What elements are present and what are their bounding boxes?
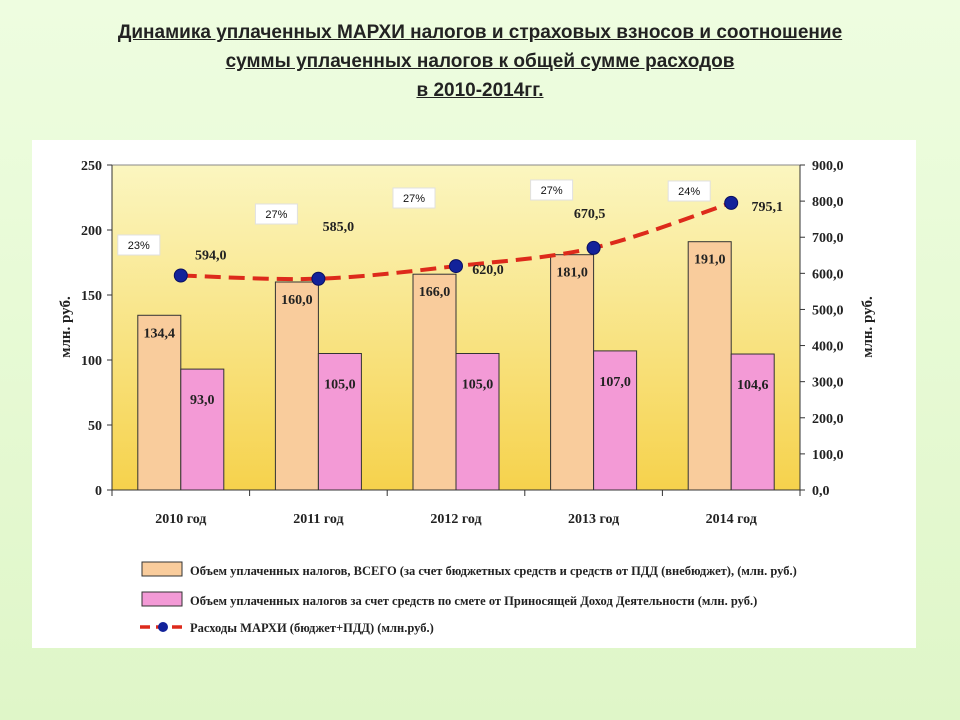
right-tick-label: 200,0 [812,412,844,427]
line-point [311,271,326,286]
bar-pdd-label: 105,0 [462,378,494,393]
right-tick-label: 400,0 [812,340,844,355]
legend-marker [158,622,168,632]
right-tick-label: 500,0 [812,303,844,318]
line-point-label: 585,0 [323,220,355,235]
bar-pdd [593,350,638,491]
bar-pdd-label: 107,0 [599,375,631,390]
percent-label: 27% [403,193,425,205]
line-point-label: 620,0 [472,263,504,278]
bar-pdd [730,353,775,491]
percent-box [667,180,711,202]
line-point [586,240,601,255]
y-axis-label: млн. руб. [58,296,74,358]
bar-pdd-label: 93,0 [190,393,215,408]
right-tick-label: 100,0 [812,448,844,463]
left-tick-label: 200 [81,224,102,239]
title-line-1: Динамика уплаченных МАРХИ налогов и стра… [117,22,843,43]
left-tick-label: 250 [81,159,102,174]
right-tick-label: 900,0 [812,159,844,174]
x-tick-label: 2012 год [430,512,481,527]
bar-total-label: 191,0 [694,253,726,268]
right-tick-label: 600,0 [812,267,844,282]
y2-axis-label: млн. руб. [860,296,876,358]
legend-swatch-total [141,561,183,577]
bar-total-label: 134,4 [144,326,176,341]
line-point [724,195,739,210]
x-tick-label: 2010 год [155,512,206,527]
percent-box [254,203,298,225]
left-tick-label: 50 [88,419,102,434]
bar-pdd-label: 105,0 [324,378,356,393]
percent-label: 27% [265,209,287,221]
legend-label-line: Расходы МАРХИ (бюджет+ПДД) (млн.руб.) [190,621,434,635]
percent-box [530,179,574,201]
right-tick-label: 0,0 [812,484,830,499]
legend-label-total: Объем уплаченных налогов, ВСЕГО (за счет… [190,564,797,578]
bar-pdd [455,353,500,491]
title-line-3: в 2010-2014гг. [416,80,544,101]
x-tick-label: 2014 год [706,512,757,527]
bar-total-label: 166,0 [419,285,451,300]
title-line-2: суммы уплаченных налогов к общей сумме р… [225,51,735,72]
bar-pdd [180,368,225,491]
bar-total [687,241,732,491]
bar-total [274,281,319,491]
bar-total [137,314,182,491]
legend-label-pdd: Объем уплаченных налогов за счет средств… [190,594,757,608]
percent-box [117,234,161,256]
percent-label: 24% [678,186,700,198]
percent-label: 27% [541,185,563,197]
bar-pdd [317,353,362,491]
legend-swatch-pdd [141,591,183,607]
right-tick-label: 700,0 [812,231,844,246]
percent-box [392,187,436,209]
right-tick-label: 300,0 [812,376,844,391]
percent-label: 23% [128,240,150,252]
chart-title: Динамика уплаченных МАРХИ налогов и стра… [40,18,920,105]
x-tick-label: 2011 год [293,512,343,527]
line-point-label: 594,0 [195,249,227,264]
bar-total-label: 181,0 [556,266,588,281]
bar-pdd-label: 104,6 [737,378,769,393]
x-tick-label: 2013 год [568,512,619,527]
left-tick-label: 150 [81,289,102,304]
left-tick-label: 0 [95,484,102,499]
left-tick-label: 100 [81,354,102,369]
line-point [173,268,188,283]
line-point-label: 670,5 [574,207,606,222]
bar-total [412,273,457,491]
line-point-label: 795,1 [751,200,783,215]
bar-total-label: 160,0 [281,293,313,308]
bar-total [550,254,595,491]
line-point [449,259,463,274]
right-tick-label: 800,0 [812,195,844,210]
